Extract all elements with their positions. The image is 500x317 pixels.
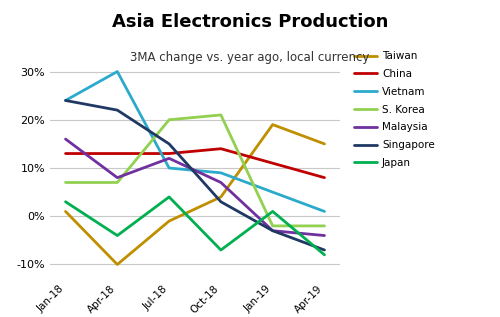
Taiwan bbox=[166, 219, 172, 223]
Vietnam bbox=[62, 99, 68, 102]
S. Korea bbox=[218, 113, 224, 117]
China bbox=[270, 161, 276, 165]
Line: Taiwan: Taiwan bbox=[66, 125, 324, 264]
Singapore bbox=[62, 99, 68, 102]
Vietnam bbox=[166, 166, 172, 170]
Singapore bbox=[114, 108, 120, 112]
S. Korea bbox=[166, 118, 172, 122]
Taiwan bbox=[218, 195, 224, 199]
Japan bbox=[62, 200, 68, 204]
Vietnam bbox=[270, 190, 276, 194]
Taiwan bbox=[270, 123, 276, 126]
Singapore bbox=[218, 200, 224, 204]
Japan bbox=[218, 248, 224, 252]
Malaysia bbox=[322, 234, 328, 237]
China bbox=[322, 176, 328, 179]
Malaysia bbox=[270, 229, 276, 233]
S. Korea bbox=[322, 224, 328, 228]
Vietnam bbox=[218, 171, 224, 175]
S. Korea bbox=[62, 181, 68, 184]
Taiwan bbox=[62, 210, 68, 213]
Taiwan bbox=[322, 142, 328, 146]
Line: Vietnam: Vietnam bbox=[66, 72, 324, 211]
Japan bbox=[322, 253, 328, 257]
Line: Singapore: Singapore bbox=[66, 100, 324, 250]
S. Korea bbox=[270, 224, 276, 228]
Japan bbox=[166, 195, 172, 199]
Singapore bbox=[166, 142, 172, 146]
China bbox=[218, 147, 224, 151]
Malaysia bbox=[166, 157, 172, 160]
Text: 3MA change vs. year ago, local currency: 3MA change vs. year ago, local currency bbox=[130, 51, 370, 64]
Taiwan bbox=[114, 262, 120, 266]
China bbox=[166, 152, 172, 155]
Line: Japan: Japan bbox=[66, 197, 324, 255]
Vietnam bbox=[114, 70, 120, 74]
China bbox=[114, 152, 120, 155]
Singapore bbox=[270, 229, 276, 233]
Japan bbox=[270, 210, 276, 213]
Line: S. Korea: S. Korea bbox=[66, 115, 324, 226]
Legend: Taiwan, China, Vietnam, S. Korea, Malaysia, Singapore, Japan: Taiwan, China, Vietnam, S. Korea, Malays… bbox=[354, 51, 435, 168]
Vietnam bbox=[322, 210, 328, 213]
Singapore bbox=[322, 248, 328, 252]
S. Korea bbox=[114, 181, 120, 184]
Line: Malaysia: Malaysia bbox=[66, 139, 324, 236]
Malaysia bbox=[114, 176, 120, 179]
Line: China: China bbox=[66, 149, 324, 178]
China bbox=[62, 152, 68, 155]
Malaysia bbox=[218, 181, 224, 184]
Text: Asia Electronics Production: Asia Electronics Production bbox=[112, 13, 388, 31]
Malaysia bbox=[62, 137, 68, 141]
Japan bbox=[114, 234, 120, 237]
